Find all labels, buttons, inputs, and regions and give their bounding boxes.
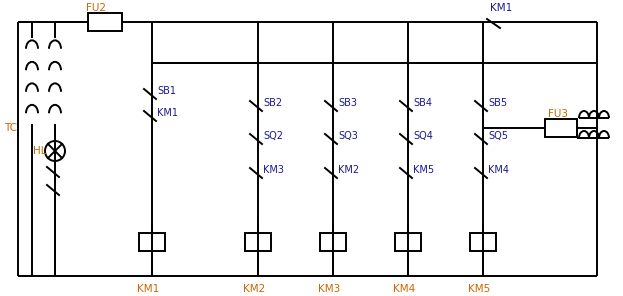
Text: SQ2: SQ2	[263, 131, 283, 141]
Text: FU2: FU2	[86, 3, 106, 13]
Bar	[139, 233, 165, 251]
Text: SB4: SB4	[413, 98, 432, 108]
Bar	[470, 233, 496, 251]
Bar	[245, 233, 271, 251]
Text: KM4: KM4	[393, 284, 416, 294]
Text: HL: HL	[33, 146, 47, 156]
Text: KM4: KM4	[488, 165, 509, 175]
Text: SB5: SB5	[488, 98, 507, 108]
Bar	[395, 233, 421, 251]
Text: KM1: KM1	[157, 108, 178, 118]
Text: KM5: KM5	[468, 284, 490, 294]
Text: SQ5: SQ5	[488, 131, 508, 141]
Text: KM2: KM2	[243, 284, 265, 294]
Bar	[320, 233, 346, 251]
Text: SB1: SB1	[157, 86, 176, 96]
Text: FU3: FU3	[548, 109, 568, 119]
Text: KM3: KM3	[318, 284, 340, 294]
Text: SB2: SB2	[263, 98, 282, 108]
Text: TC: TC	[4, 123, 17, 133]
Text: KM1: KM1	[490, 3, 512, 13]
Text: KM5: KM5	[413, 165, 434, 175]
Text: KM3: KM3	[263, 165, 284, 175]
Text: KM1: KM1	[137, 284, 159, 294]
Text: SB3: SB3	[338, 98, 357, 108]
Bar	[88, 13, 122, 31]
Bar	[545, 119, 577, 137]
Text: SQ3: SQ3	[338, 131, 358, 141]
Text: SQ4: SQ4	[413, 131, 433, 141]
Text: KM2: KM2	[338, 165, 359, 175]
